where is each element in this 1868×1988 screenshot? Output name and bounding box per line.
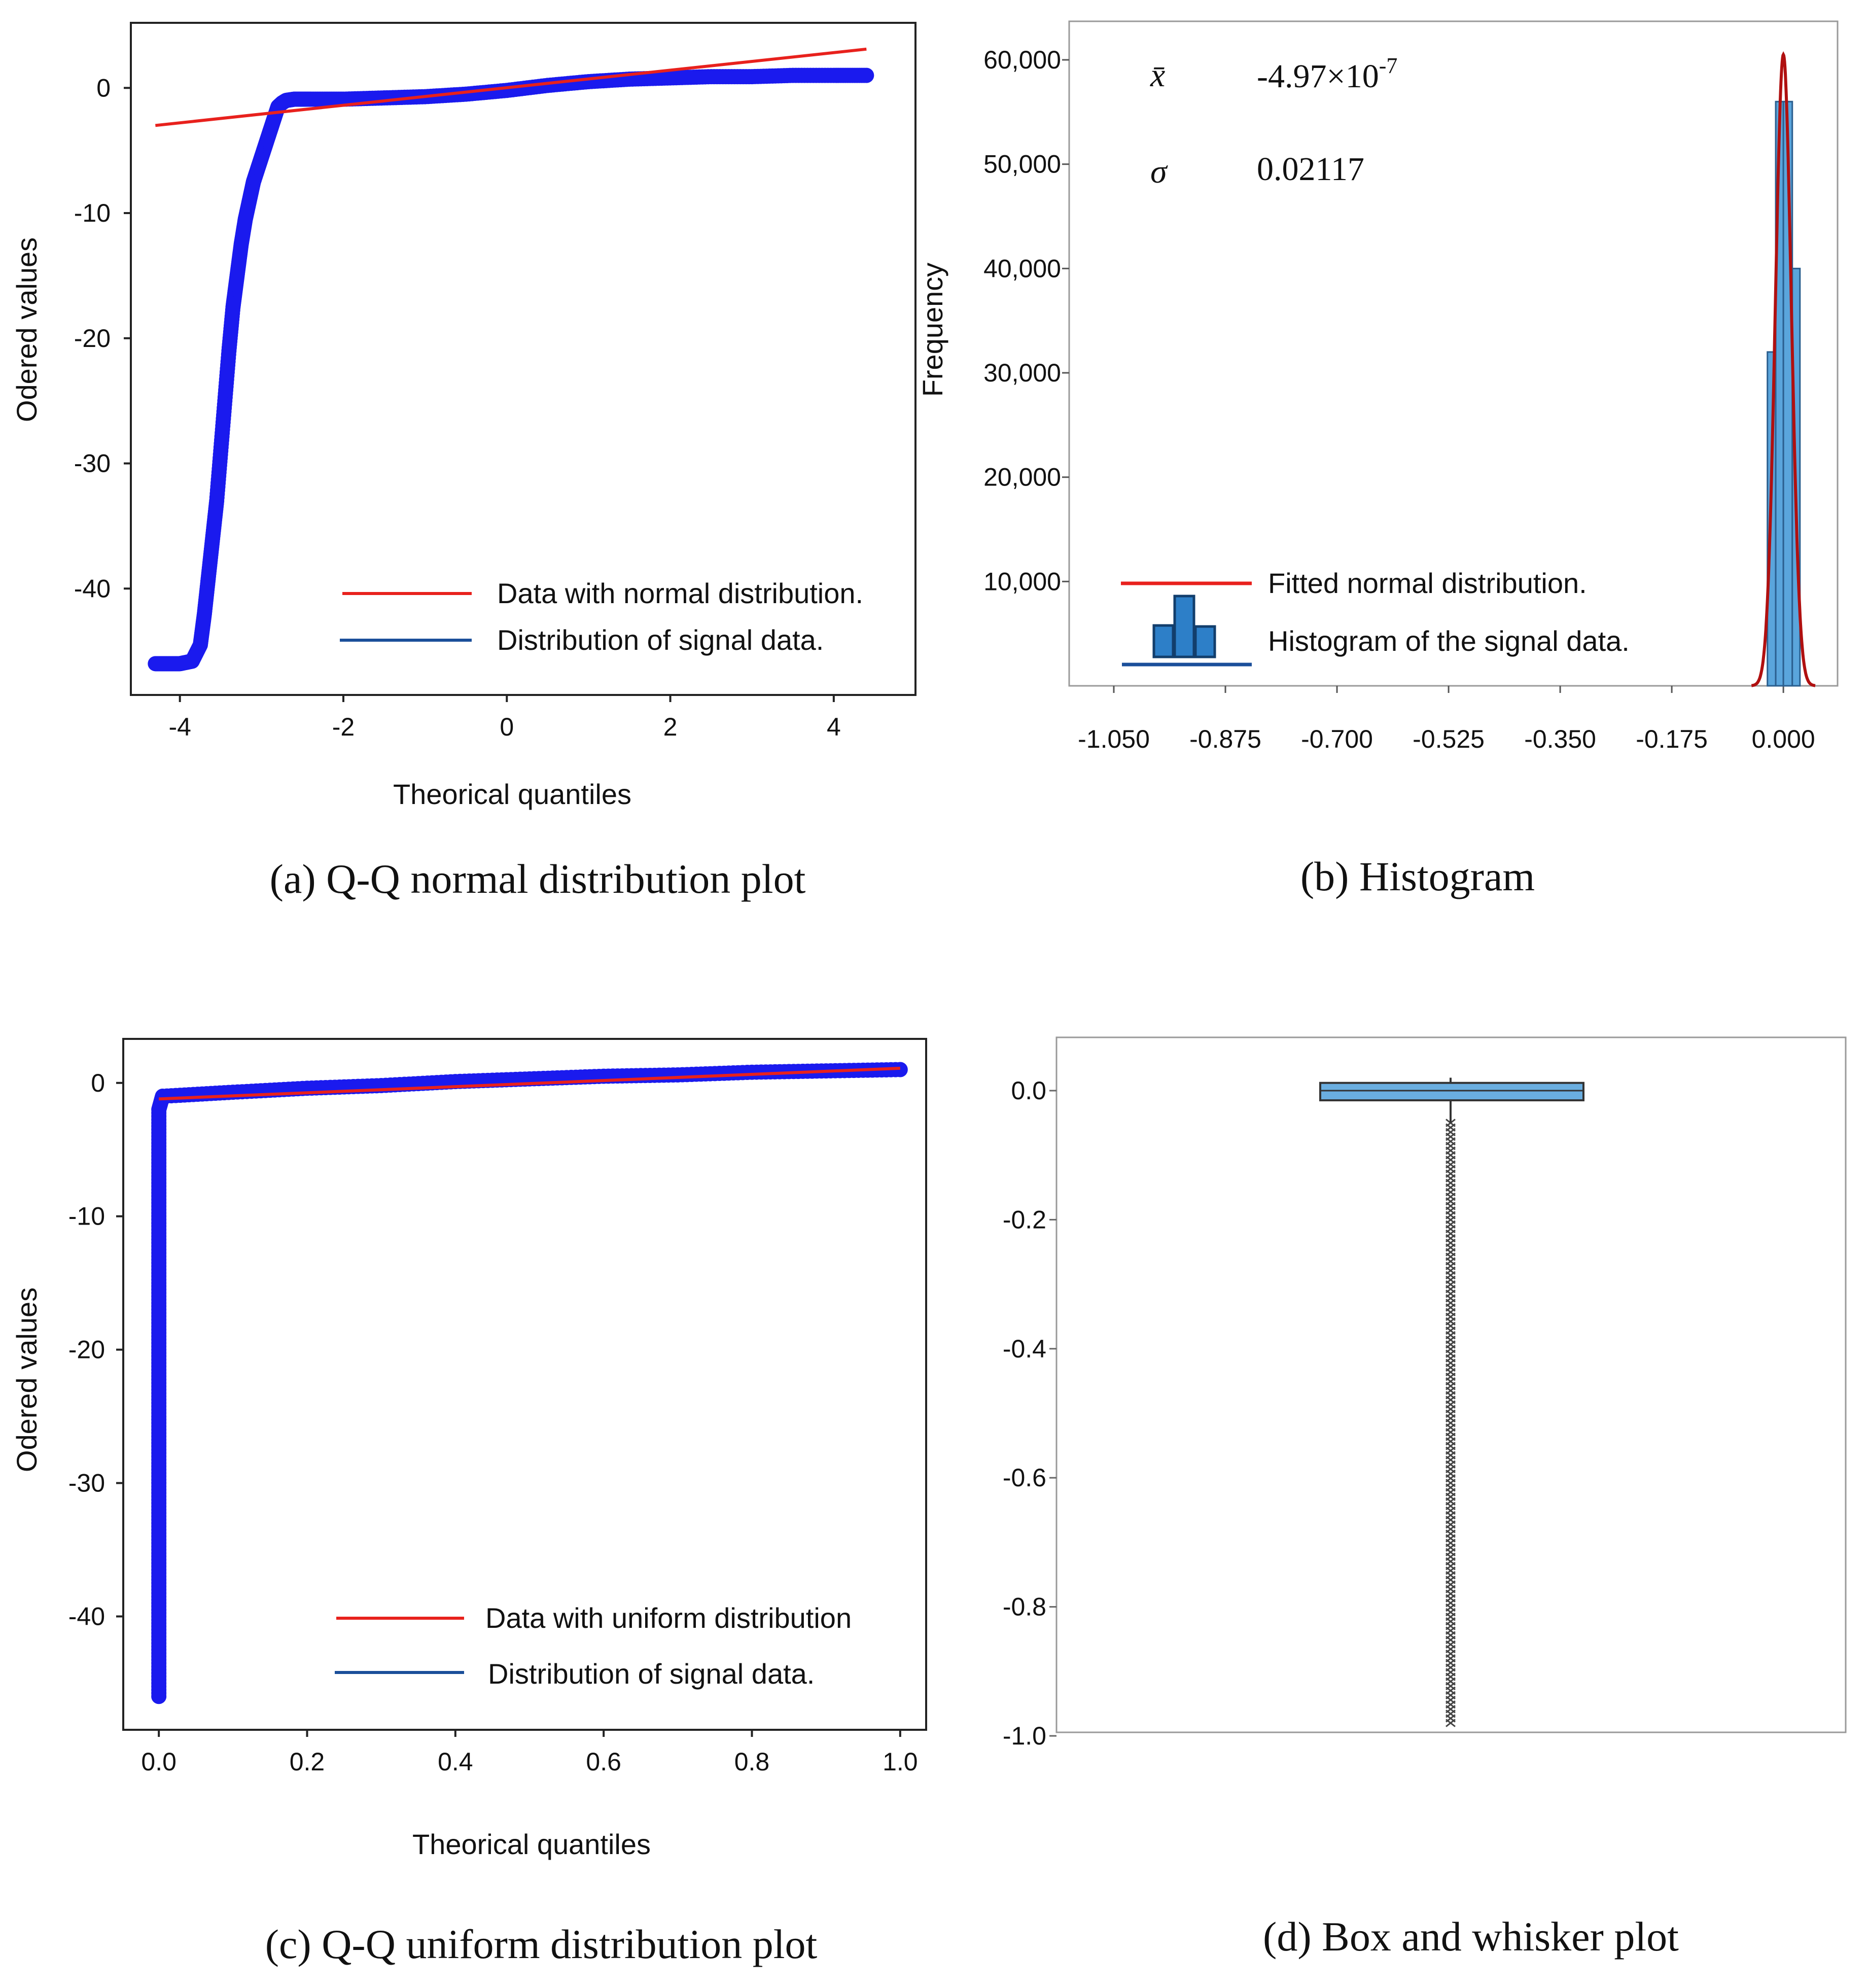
x-tick-label: 0: [500, 713, 514, 741]
y-tick-label: -30: [74, 449, 111, 478]
panel-c-y-label: Odered values: [11, 1287, 43, 1472]
panel-b-caption: (b) Histogram: [1300, 853, 1535, 899]
y-tick-label: -0.8: [1003, 1593, 1046, 1621]
std-value: 0.02117: [1257, 151, 1364, 188]
y-tick-label: -1.0: [1003, 1722, 1046, 1750]
x-tick-label: -0.525: [1413, 725, 1485, 753]
x-tick-label: 0.6: [586, 1748, 621, 1776]
mean-symbol: x̄: [1150, 57, 1165, 94]
x-tick-label: 4: [827, 713, 841, 741]
x-tick-label: -0.875: [1189, 725, 1261, 753]
panel-a-legend: Data with normal distribution. Distribut…: [340, 577, 863, 656]
panel-b-histogram: 10,000 20,000 30,000 40,000 50,000 60,000 -1.…: [917, 20, 1839, 899]
panel-a-frame: [130, 22, 917, 696]
y-tick-label: -0.6: [1003, 1463, 1046, 1492]
legend-histogram-icon: [1122, 595, 1252, 667]
y-tick-label: -30: [68, 1469, 105, 1497]
panel-b-x-ticks: -1.050 -0.875 -0.700 -0.525 -0.350 -0.175 0.00…: [1078, 686, 1815, 753]
x-tick-label: 0.4: [438, 1748, 473, 1776]
qq-point: [859, 67, 874, 83]
panel-d-y-ticks: 0.0 -0.2 -0.4 -0.6 -0.8 -1.0: [1003, 1076, 1056, 1750]
y-tick-label: -10: [74, 199, 111, 227]
panel-c-x-label: Theorical quantiles: [412, 1828, 651, 1860]
x-tick-label: 2: [663, 713, 678, 741]
panel-a-qq-normal: 0-10-20-30-40 -4 -2 0 2 4 Theorical quantile…: [11, 22, 917, 902]
x-tick-label: 0.000: [1752, 725, 1815, 753]
panel-a-y-ticks: 0 -10 -20 -30 -40: [74, 74, 131, 603]
panel-c-qq-uniform: 0 -10 -20 -30 -40 0.0 0.2 0.4 0.6 0.8 1.0 Theoric…: [11, 1038, 927, 1967]
x-tick-label: 0.8: [734, 1748, 770, 1776]
y-tick-label: 30,000: [983, 359, 1061, 387]
y-tick-label: -10: [68, 1202, 105, 1231]
y-tick-label: 50,000: [983, 150, 1061, 179]
y-tick-label: -0.2: [1003, 1205, 1046, 1234]
mean-value: -4.97×10-7: [1257, 53, 1397, 95]
panel-c-legend: Data with uniform distribution Distribut…: [335, 1602, 852, 1690]
y-tick-label: -20: [74, 324, 111, 353]
y-tick-label: 0: [96, 74, 111, 102]
legend-normal-label: Data with normal distribution.: [497, 577, 863, 609]
y-tick-label: -20: [68, 1336, 105, 1364]
legend-signal-label: Distribution of signal data.: [497, 624, 824, 656]
panel-d-outliers: [1446, 1119, 1456, 1727]
y-tick-label: 60,000: [983, 46, 1061, 74]
y-tick-label: 10,000: [983, 567, 1061, 596]
y-tick-label: 40,000: [983, 254, 1061, 283]
panel-a-y-label: Odered values: [11, 237, 43, 422]
y-tick-label: 0.0: [1011, 1076, 1046, 1105]
outlier-marker: [1446, 1719, 1456, 1727]
legend-uniform-label: Data with uniform distribution: [485, 1602, 852, 1634]
panel-a-x-ticks: -4 -2 0 2 4: [168, 695, 841, 741]
y-tick-label: 0: [91, 1069, 105, 1097]
y-tick-label: -0.4: [1003, 1335, 1046, 1363]
panel-a-normal-reference-line: [155, 47, 867, 127]
legend-fitted-label: Fitted normal distribution.: [1268, 567, 1587, 599]
panel-a-x-label: Theorical quantiles: [393, 778, 631, 810]
x-tick-label: -0.175: [1636, 725, 1708, 753]
x-tick-label: 0.2: [290, 1748, 325, 1776]
y-tick-label: 20,000: [983, 463, 1061, 492]
panel-b-stats: x̄ -4.97×10-7 σ 0.02117: [1150, 53, 1397, 190]
panel-c-y-ticks: 0 -10 -20 -30 -40: [68, 1069, 123, 1631]
panel-c-caption: (c) Q-Q uniform distribution plot: [265, 1921, 818, 1967]
legend-histogram-label: Histogram of the signal data.: [1268, 625, 1630, 657]
panel-c-x-ticks: 0.0 0.2 0.4 0.6 0.8 1.0: [141, 1730, 918, 1776]
panel-c-uniform-reference-line: [159, 1066, 900, 1101]
panel-d-caption: (d) Box and whisker plot: [1263, 1913, 1679, 1960]
x-tick-label: -4: [168, 713, 191, 741]
std-symbol: σ: [1150, 153, 1168, 190]
legend-signal-c-label: Distribution of signal data.: [488, 1658, 815, 1690]
panel-b-legend: Fitted normal distribution. Histogram of…: [1121, 567, 1630, 667]
x-tick-label: -0.700: [1301, 725, 1373, 753]
panel-b-y-label: Frequency: [917, 263, 948, 397]
y-tick-label: -40: [68, 1602, 105, 1631]
panel-b-frame: [1068, 20, 1839, 687]
y-tick-label: -40: [74, 574, 111, 603]
panel-a-points: [148, 67, 874, 672]
panel-b-y-ticks: 10,000 20,000 30,000 40,000 50,000 60,000: [983, 46, 1069, 596]
panel-c-frame: [122, 1038, 927, 1731]
panel-a-caption: (a) Q-Q normal distribution plot: [270, 856, 806, 902]
x-tick-label: 0.0: [141, 1748, 177, 1776]
x-tick-label: -0.350: [1524, 725, 1596, 753]
panel-d-box: [1319, 1082, 1584, 1102]
x-tick-label: -2: [332, 713, 355, 741]
panel-d-box-whisker: 0.0 -0.2 -0.4 -0.6 -0.8 -1.0 (d) Box and whis…: [1003, 1036, 1847, 1960]
x-tick-label: -1.050: [1078, 725, 1150, 753]
panel-b-fitted-normal-curve: [1751, 51, 1816, 687]
x-tick-label: 1.0: [883, 1748, 918, 1776]
panel-d-frame: [1055, 1036, 1847, 1733]
